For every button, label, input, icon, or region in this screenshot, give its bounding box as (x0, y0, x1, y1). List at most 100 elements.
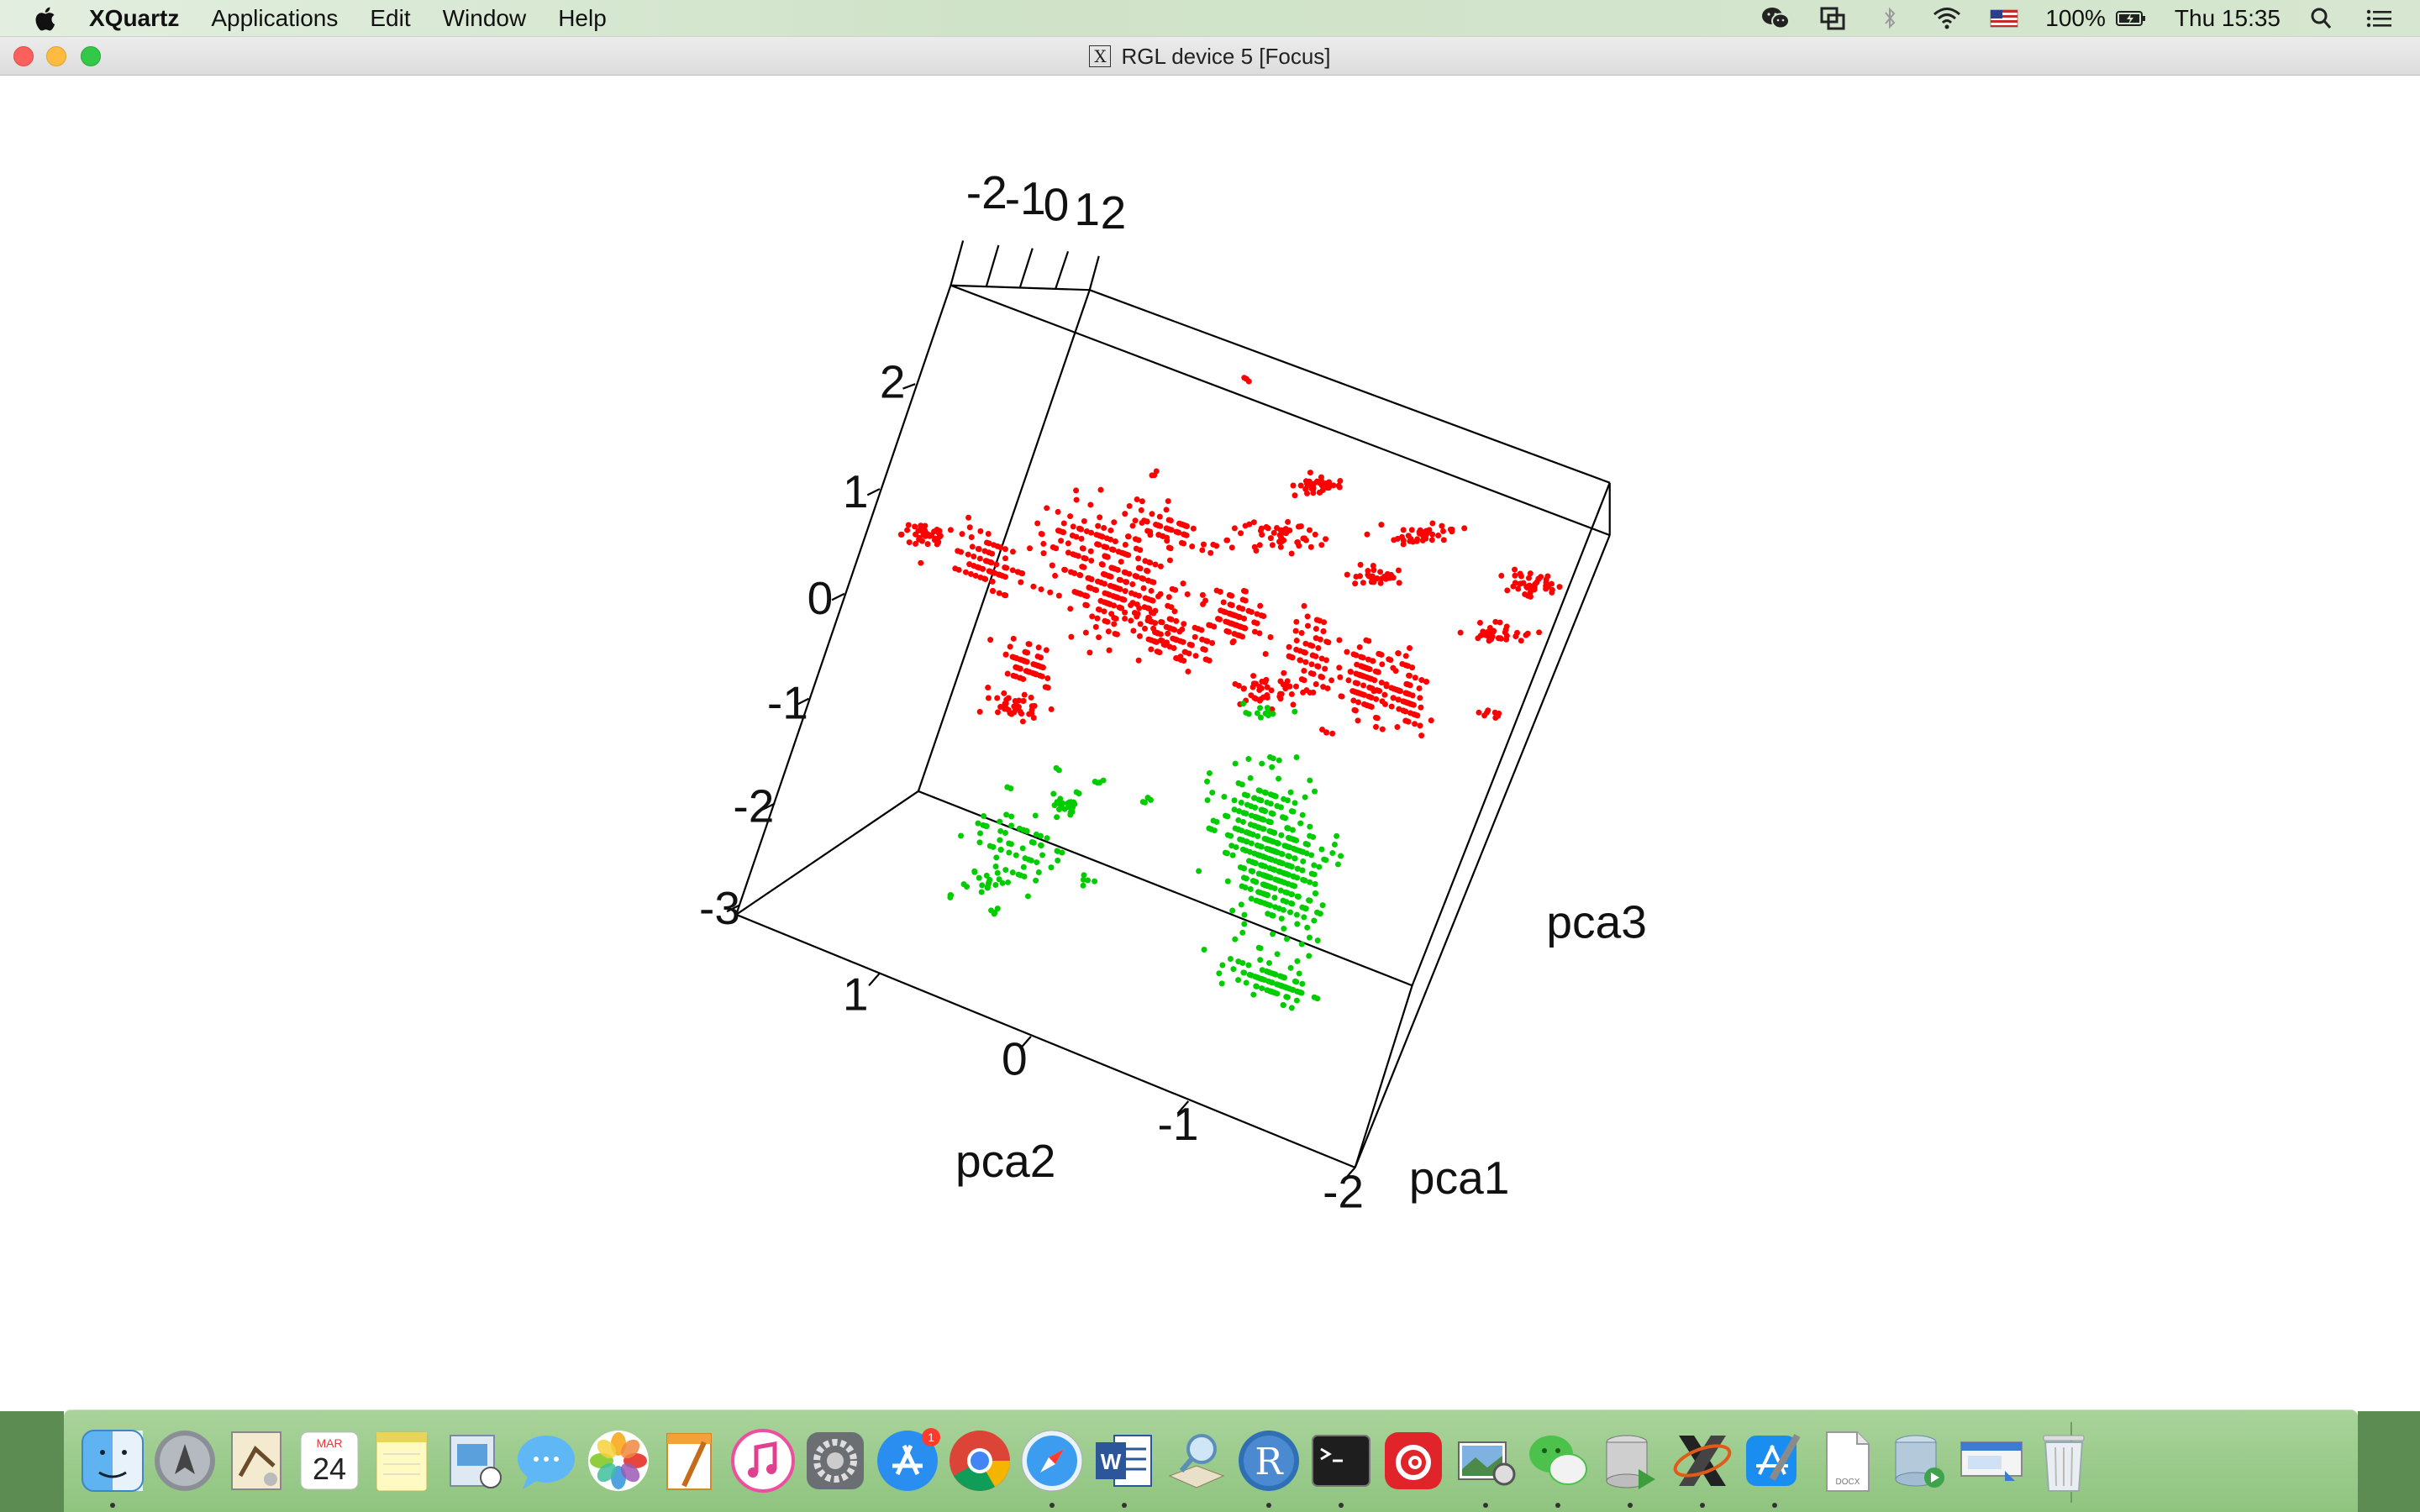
notes-icon[interactable] (366, 1425, 437, 1496)
trash-icon[interactable] (2028, 1425, 2099, 1496)
menu-help[interactable]: Help (558, 4, 607, 31)
wechat-app-icon[interactable] (1523, 1425, 1593, 1496)
dictionary-icon[interactable] (1161, 1425, 1232, 1496)
docx-document-icon[interactable]: DOCX (1812, 1425, 1882, 1496)
scatter-point (1136, 592, 1142, 599)
scatter-point (1250, 519, 1257, 526)
scatter-point (1270, 866, 1276, 873)
scatter-point (997, 847, 1004, 853)
database-icon[interactable] (1595, 1425, 1665, 1496)
disk-utility-icon[interactable] (1884, 1425, 1954, 1496)
mail-icon[interactable] (222, 1425, 292, 1496)
scatter-point (967, 570, 974, 577)
scatter-point (1354, 661, 1360, 668)
scatter-point (1302, 486, 1309, 492)
scatter-point (1475, 635, 1481, 642)
scatter-point (1002, 592, 1009, 599)
scatter-point (1021, 691, 1028, 698)
scatter-point (1035, 644, 1042, 651)
scatter-point (1235, 613, 1242, 620)
menu-applications[interactable]: Applications (211, 4, 339, 31)
scatter-point (1245, 711, 1252, 717)
scatter-point (1312, 788, 1318, 795)
scatter-point (976, 546, 982, 553)
xcode-icon[interactable] (1739, 1425, 1810, 1496)
rgl-canvas[interactable]: -2 -1 0 1 2 2 1 0 -1 -2 -3 (0, 76, 2420, 1411)
scatter-point (1087, 548, 1094, 554)
word-icon[interactable]: W (1089, 1425, 1160, 1496)
menu-clock[interactable]: Thu 15:35 (2174, 5, 2281, 31)
scatter-point (1218, 980, 1225, 987)
safari-icon[interactable] (1017, 1425, 1087, 1496)
battery-percent[interactable]: 100% (2045, 5, 2106, 31)
scatter-point (1518, 638, 1524, 644)
preview-icon[interactable] (439, 1425, 509, 1496)
window-zoom-button[interactable] (81, 46, 101, 66)
wechat-icon[interactable] (1760, 5, 1791, 32)
app-store-icon[interactable]: 1 (872, 1425, 943, 1496)
menu-window[interactable]: Window (442, 4, 527, 31)
launchpad-icon[interactable] (150, 1425, 220, 1496)
terminal-icon[interactable] (1306, 1425, 1376, 1496)
image-capture-icon[interactable] (1450, 1425, 1521, 1496)
wifi-icon[interactable] (1931, 5, 1963, 32)
notification-center-icon[interactable] (2363, 5, 2395, 32)
scatter-point (1132, 517, 1139, 524)
scatter-point (966, 524, 973, 531)
scatter-point (1264, 692, 1270, 699)
scatter-point (1269, 989, 1276, 995)
chrome-icon[interactable] (944, 1425, 1015, 1496)
scatter-point (1204, 638, 1211, 644)
finder-icon[interactable] (77, 1425, 148, 1496)
photos-icon[interactable] (583, 1425, 654, 1496)
scatter-point (1486, 638, 1492, 644)
scatter-point (1274, 951, 1281, 958)
scatter-point (1325, 639, 1332, 646)
z-tick-label: 1 (843, 465, 869, 517)
r-icon[interactable]: R (1234, 1425, 1304, 1496)
screen-mirror-icon[interactable] (1817, 5, 1849, 32)
scatter-point (1306, 897, 1313, 904)
system-preferences-icon[interactable] (800, 1425, 871, 1496)
scatter-point (1278, 982, 1284, 989)
scatter-point (1525, 575, 1532, 581)
scatter-point (1331, 841, 1338, 848)
menu-edit[interactable]: Edit (370, 4, 411, 31)
bluetooth-icon[interactable] (1874, 5, 1906, 32)
scatter-point (1083, 602, 1090, 609)
scatter-point (1229, 639, 1236, 646)
screen-share-icon[interactable] (1956, 1425, 2027, 1496)
scatter-point (1313, 617, 1320, 623)
netease-music-icon[interactable] (1378, 1425, 1449, 1496)
scatter-point (990, 843, 997, 850)
scatter-point (1406, 700, 1413, 706)
menu-app-name[interactable]: XQuartz (89, 4, 180, 31)
scatter-point (1527, 589, 1534, 596)
calendar-icon[interactable]: MAR 24 (294, 1425, 365, 1496)
scatter-point (1373, 696, 1380, 702)
scatter-point (1150, 597, 1156, 604)
scatter-point (1281, 926, 1287, 932)
scatter-point (1226, 591, 1233, 598)
scatter-point (1253, 897, 1260, 904)
scatter-point (1518, 573, 1524, 580)
us-flag-icon[interactable] (1988, 5, 2020, 32)
messages-icon[interactable] (511, 1425, 581, 1496)
pages-icon[interactable] (655, 1425, 726, 1496)
scatter-point (1160, 641, 1167, 648)
scatter-3d-plot[interactable]: -2 -1 0 1 2 2 1 0 -1 -2 -3 (0, 76, 2420, 1411)
scatter-point (1481, 712, 1488, 719)
spotlight-icon[interactable] (2306, 5, 2338, 32)
scatter-point (1408, 527, 1415, 533)
xquartz-icon[interactable] (1667, 1425, 1738, 1496)
apple-logo-icon[interactable] (32, 4, 60, 33)
scatter-point (1491, 627, 1497, 634)
itunes-icon[interactable] (728, 1425, 798, 1496)
battery-icon[interactable] (2112, 5, 2149, 32)
scatter-point (1281, 669, 1287, 676)
window-minimize-button[interactable] (46, 46, 66, 66)
scatter-point (1275, 840, 1281, 847)
scatter-point (1302, 841, 1309, 848)
scatter-point (1020, 864, 1027, 870)
window-close-button[interactable] (13, 46, 34, 66)
